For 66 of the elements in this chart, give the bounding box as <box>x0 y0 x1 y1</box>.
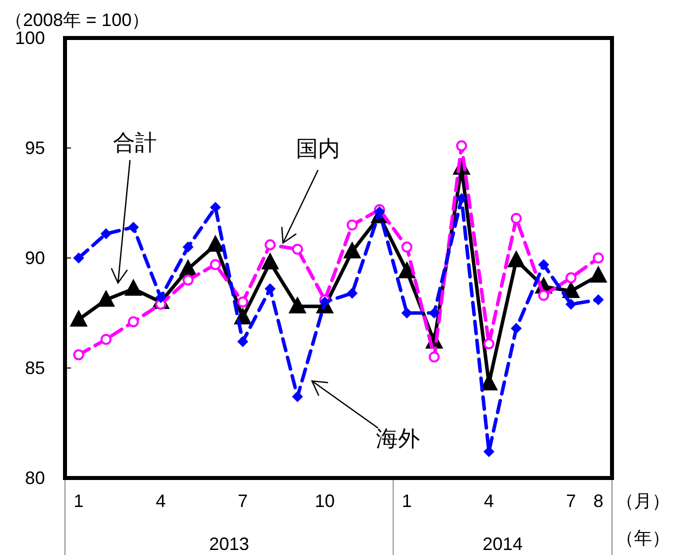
point <box>565 298 576 310</box>
point <box>456 140 468 152</box>
point <box>456 193 468 204</box>
y-tick-label: 100 <box>14 28 45 48</box>
y-tick-label: 85 <box>24 358 45 378</box>
text: 国内 <box>296 136 340 161</box>
point <box>319 296 330 308</box>
x-axis-title: （月） <box>616 491 670 511</box>
point <box>128 222 139 233</box>
x-tick-label: 1 <box>74 491 84 511</box>
x-tick-label: 4 <box>156 491 166 511</box>
y-tick-label: 90 <box>24 248 45 268</box>
point <box>264 283 276 294</box>
point <box>288 296 306 314</box>
point <box>507 250 526 268</box>
text: （年） <box>616 528 670 548</box>
point <box>210 202 221 213</box>
point <box>565 272 576 284</box>
x-tick-label: 10 <box>314 491 335 511</box>
point <box>592 252 604 264</box>
point <box>124 278 142 296</box>
x-tick-label: 7 <box>566 491 576 511</box>
y-tick-label: 80 <box>24 468 45 488</box>
point <box>510 322 522 334</box>
x-tick-label: 7 <box>238 491 248 511</box>
point <box>128 316 139 328</box>
x-tick-label: 1 <box>402 491 412 511</box>
x-tick-label: 4 <box>484 491 494 511</box>
point <box>346 288 358 299</box>
text: 2014 <box>482 534 523 554</box>
point <box>401 308 412 318</box>
point <box>346 220 358 230</box>
point <box>206 234 224 252</box>
point <box>182 274 194 286</box>
point <box>398 261 416 278</box>
point <box>589 266 608 283</box>
y-tick-label: 95 <box>24 138 45 158</box>
point <box>73 252 84 264</box>
point <box>592 294 604 306</box>
point <box>261 252 280 270</box>
point <box>179 259 198 276</box>
text: 2013 <box>209 534 250 554</box>
point <box>182 242 194 252</box>
point <box>73 349 84 360</box>
point <box>428 352 440 362</box>
point <box>343 241 362 258</box>
point <box>237 296 248 308</box>
point <box>70 310 88 327</box>
point <box>100 334 112 345</box>
text: 海外 <box>376 426 420 451</box>
point <box>97 290 116 307</box>
point <box>401 242 412 252</box>
point <box>538 290 550 301</box>
point <box>428 308 440 318</box>
point <box>538 259 550 270</box>
point <box>210 259 221 270</box>
point <box>292 391 303 402</box>
point <box>264 239 276 250</box>
point <box>292 244 303 255</box>
text: 合計 <box>113 130 157 155</box>
point <box>510 212 522 224</box>
y-axis-title: （2008年 = 100） <box>5 10 150 30</box>
point <box>483 338 494 350</box>
x-tick-label: 8 <box>593 491 604 511</box>
point <box>100 228 112 240</box>
point <box>237 336 248 348</box>
